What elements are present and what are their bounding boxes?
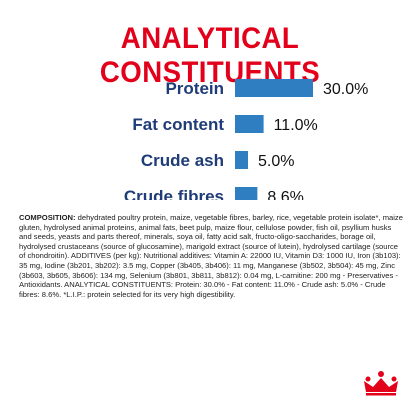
category-label: Fat content (132, 115, 224, 134)
crown-icon (364, 371, 398, 396)
bar (235, 151, 248, 169)
crown-body (364, 378, 398, 392)
composition-text: COMPOSITION: dehydrated poultry protein,… (19, 213, 405, 299)
value-label: 30.0% (323, 81, 368, 98)
composition-body: dehydrated poultry protein, maize, veget… (19, 213, 403, 299)
crown-jewel (378, 371, 384, 377)
value-label: 8.6% (267, 189, 303, 200)
composition-heading: COMPOSITION: (19, 213, 76, 222)
constituents-bar-chart: Protein 30.0% Fat content 11.0% Crude ash 5.0… (124, 79, 368, 200)
page-title: ANALYTICAL CONSTITUENTS (99, 22, 321, 89)
crown-jewel (391, 376, 397, 382)
category-label: Crude ash (141, 151, 224, 170)
bar (235, 115, 264, 133)
category-label: Protein (165, 79, 224, 98)
value-label: 11.0% (274, 117, 318, 134)
crown-jewel (365, 376, 371, 382)
bar (235, 187, 258, 200)
category-label: Crude fibres (124, 187, 224, 200)
brand-logo (362, 370, 400, 401)
crown-base (366, 393, 396, 396)
value-label: 5.0% (258, 153, 294, 170)
bar (235, 79, 313, 97)
